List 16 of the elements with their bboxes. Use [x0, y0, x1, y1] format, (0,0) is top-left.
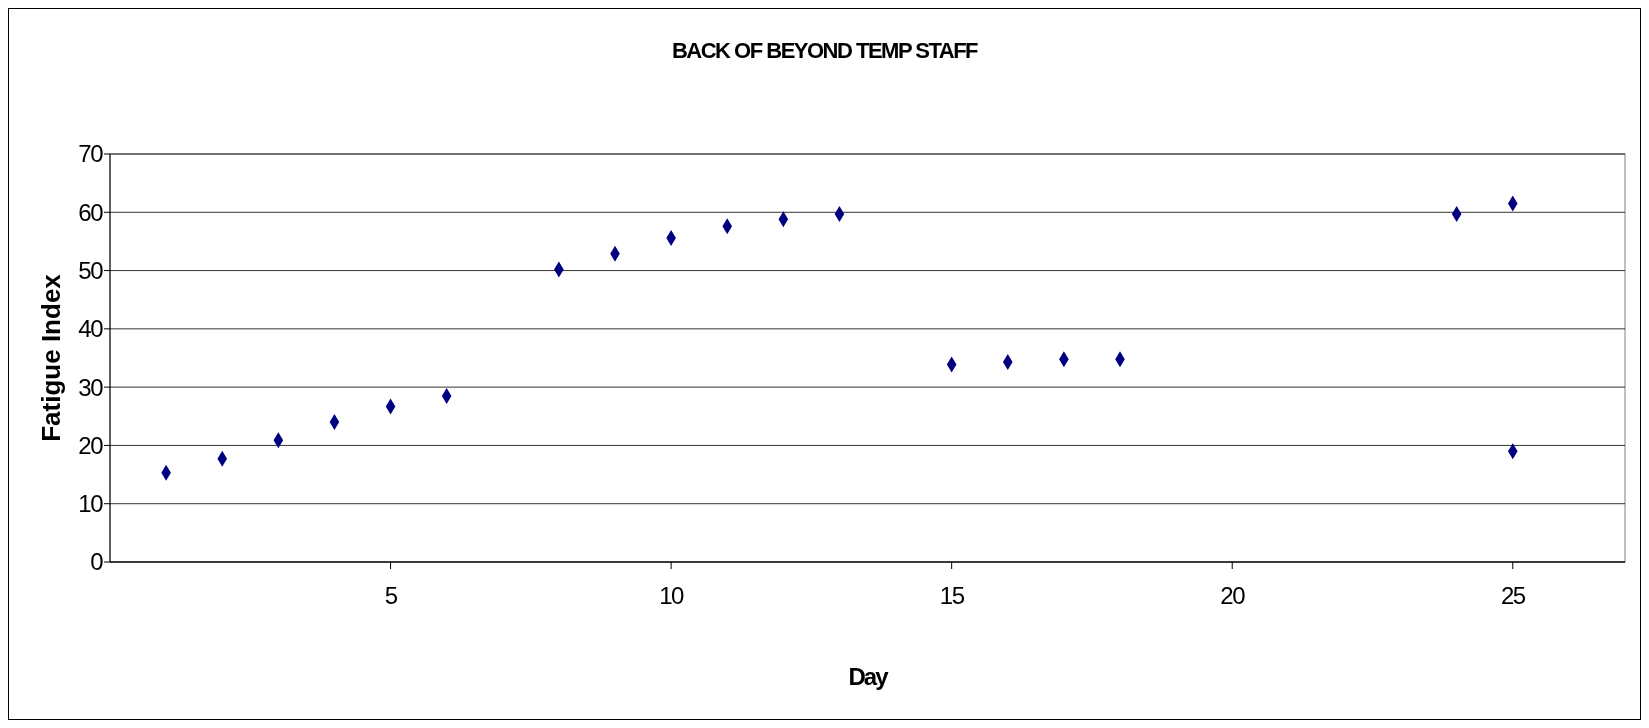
y-axis-title: Fatigue Index — [36, 273, 66, 442]
y-tick-label: 50 — [78, 256, 104, 284]
y-tick-label: 20 — [78, 431, 104, 459]
x-axis-title: Day — [848, 663, 890, 690]
chart-title: BACK OF BEYOND TEMP STAFF — [671, 38, 979, 63]
y-tick-label: 70 — [78, 140, 104, 168]
x-tick-label: 25 — [1500, 582, 1526, 609]
x-tick-label: 20 — [1220, 582, 1246, 609]
y-tick-label: 0 — [90, 548, 104, 576]
y-tick-label: 10 — [78, 490, 104, 518]
x-tick-label: 10 — [659, 582, 685, 609]
y-tick-label: 60 — [78, 198, 104, 226]
y-tick-label: 30 — [78, 373, 104, 401]
x-tick-label: 15 — [939, 582, 965, 609]
x-tick-label: 5 — [384, 582, 398, 609]
y-tick-label: 40 — [78, 315, 104, 343]
